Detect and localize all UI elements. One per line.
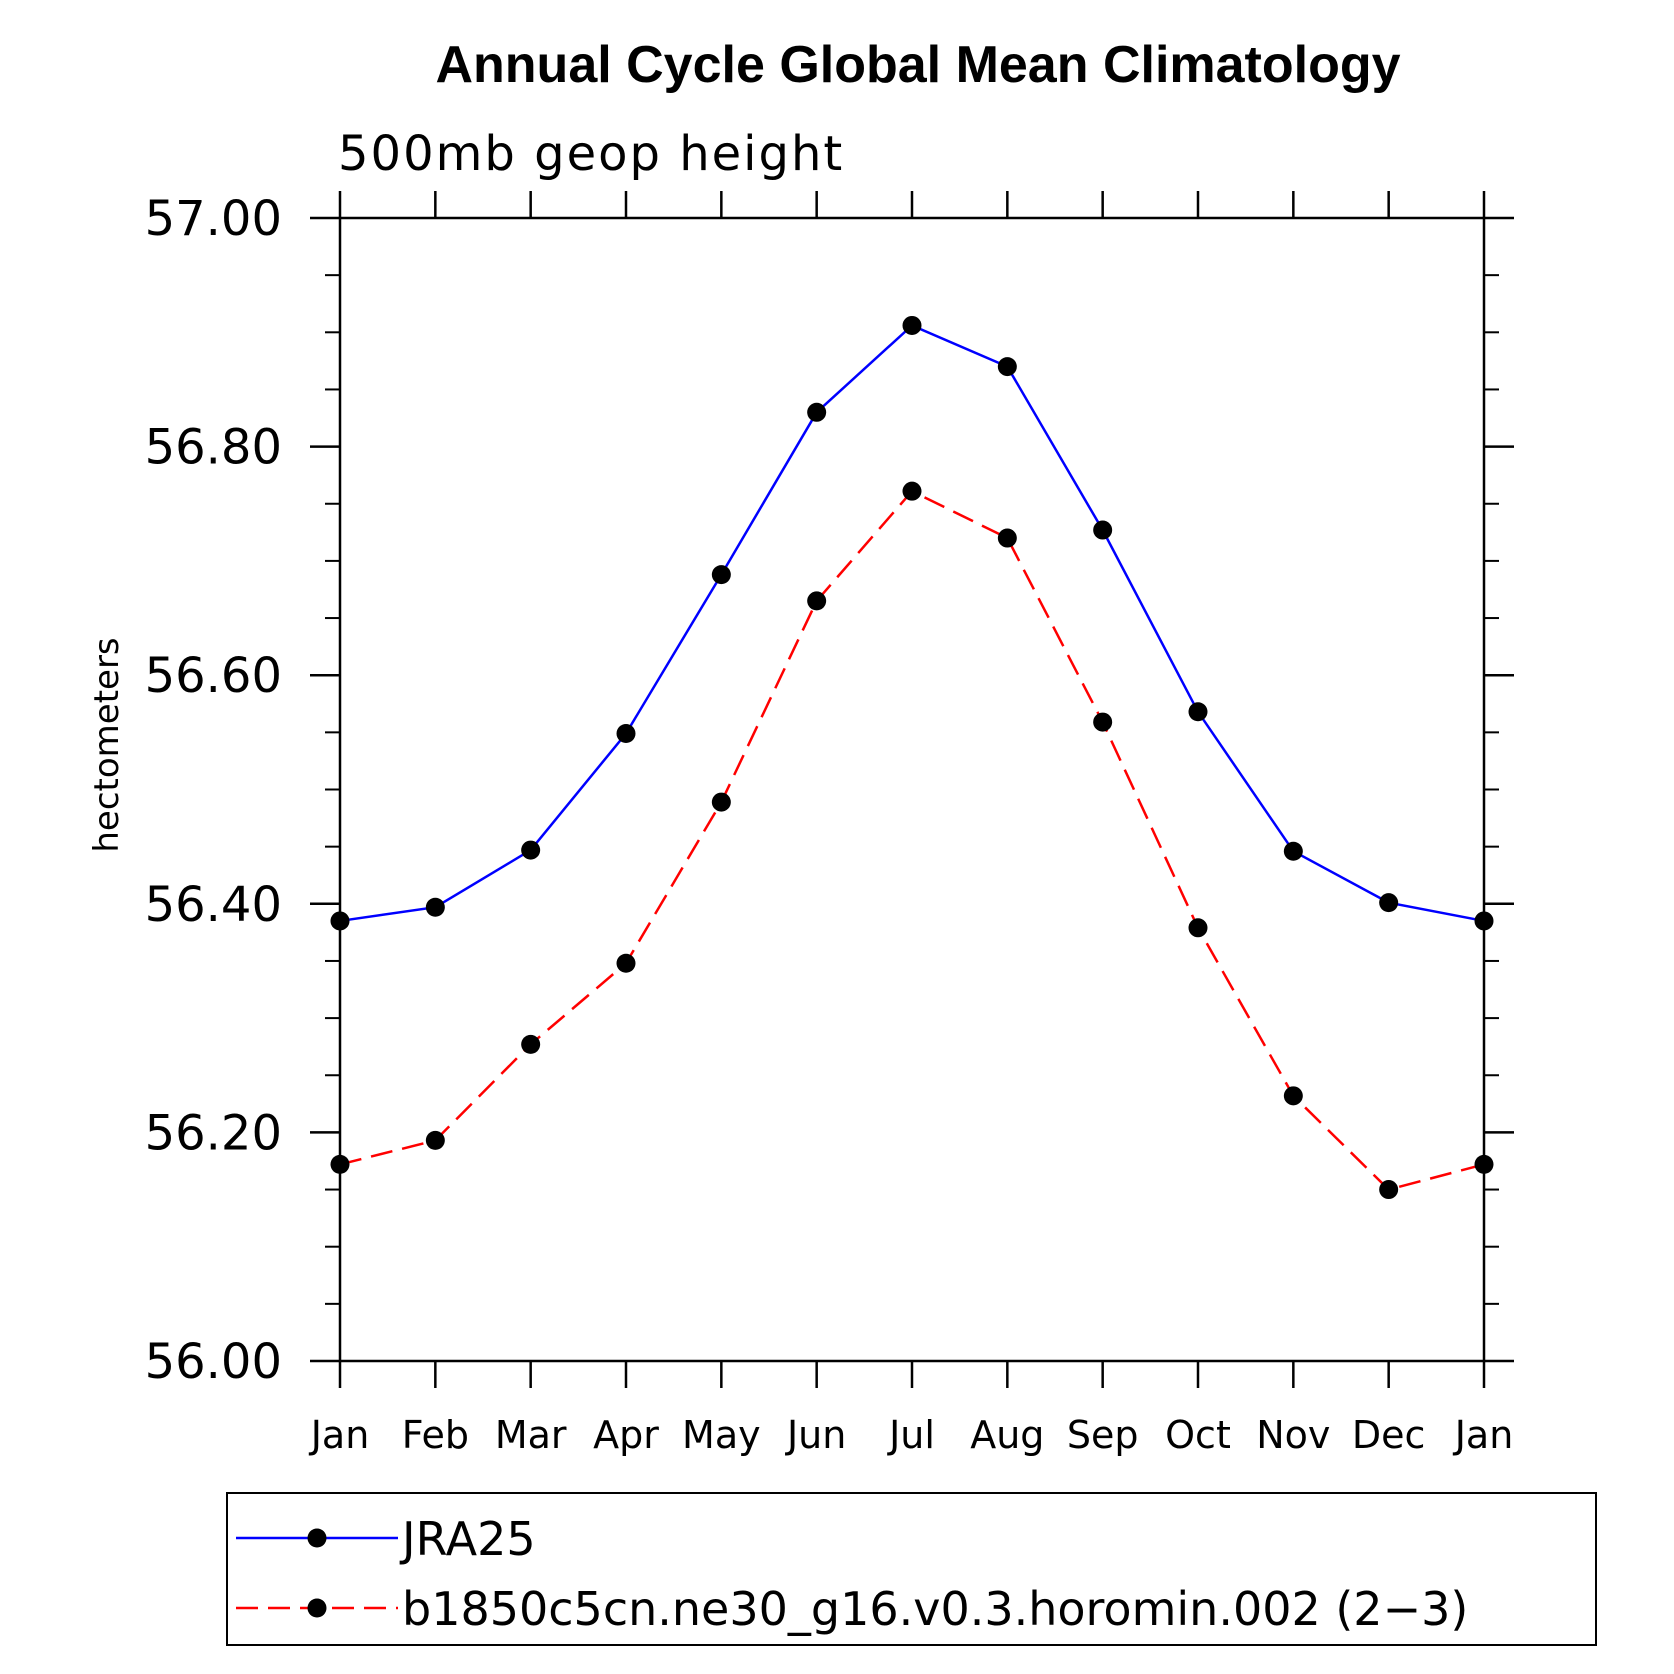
chart-subtitle: 500mb geop height <box>338 126 844 182</box>
x-tick-label: Feb <box>402 1413 469 1457</box>
series-0-point <box>1188 702 1208 722</box>
series-0-point <box>425 897 445 917</box>
series-1-point <box>1379 1180 1399 1200</box>
x-tick-label: Jan <box>1453 1413 1514 1457</box>
legend-label-0: JRA25 <box>399 1512 536 1566</box>
legend-label-1: b1850c5cn.ne30_g16.v0.3.horomin.002 (2−3… <box>402 1582 1468 1636</box>
legend-marker-0 <box>307 1528 327 1548</box>
series-0-point <box>902 315 922 335</box>
series-1-point <box>711 792 731 812</box>
series-1-point <box>1283 1086 1303 1106</box>
series-0-point <box>711 565 731 585</box>
series-0-point <box>997 357 1017 377</box>
series-1-point <box>902 481 922 501</box>
series-0-point <box>330 911 350 931</box>
y-tick-label: 56.40 <box>145 877 282 933</box>
series-line-0 <box>339 323 1485 923</box>
x-tick-label: Nov <box>1256 1413 1330 1457</box>
series-1-point <box>807 591 827 611</box>
series-line-1 <box>339 489 1485 1191</box>
legend: JRA25 b1850c5cn.ne30_g16.v0.3.horomin.002… <box>226 1492 1597 1646</box>
x-tick-label: Jun <box>785 1413 846 1457</box>
series-1-point <box>997 528 1017 548</box>
series-markers <box>330 315 1494 1200</box>
x-tick-label: Jul <box>887 1413 935 1457</box>
series-0-point <box>1379 893 1399 913</box>
series-0-point <box>616 723 636 743</box>
y-tick-label: 56.20 <box>145 1105 282 1161</box>
series-0-point <box>1093 520 1113 540</box>
series-0-point <box>807 402 827 422</box>
series-0-point <box>521 840 541 860</box>
series-lines <box>339 323 1485 1191</box>
y-axis-label: hectometers <box>87 637 127 852</box>
y-tick-label: 57.00 <box>145 191 282 247</box>
x-tick-label: Dec <box>1352 1413 1426 1457</box>
y-tick-label: 56.00 <box>145 1334 282 1390</box>
plot-frame <box>338 216 1486 1363</box>
series-1-point <box>425 1130 445 1150</box>
x-tick-label: Oct <box>1165 1413 1231 1457</box>
x-tick-label: Aug <box>970 1413 1044 1457</box>
x-tick-label: Apr <box>593 1413 659 1457</box>
x-tick-label: Jan <box>309 1413 370 1457</box>
series-1-point <box>1188 918 1208 938</box>
series-1-point <box>521 1034 541 1054</box>
y-tick-label: 56.80 <box>145 420 282 476</box>
series-1-point <box>616 953 636 973</box>
chart-title: Annual Cycle Global Mean Climatology <box>435 36 1400 94</box>
x-tick-label: Sep <box>1067 1413 1139 1457</box>
series-1-point <box>1093 712 1113 732</box>
y-tick-label: 56.60 <box>145 648 282 704</box>
plot-axes: Jan Feb Mar Apr May Jun Jul Aug Sep Oct Nov Dec Jan 5… <box>145 191 1514 1457</box>
legend-marker-1 <box>307 1598 327 1618</box>
legend-box <box>226 1492 1597 1646</box>
x-tick-label: Mar <box>495 1413 567 1457</box>
x-tick-label: May <box>682 1413 761 1457</box>
series-1-point <box>330 1154 350 1174</box>
series-1-point <box>1474 1154 1494 1174</box>
series-0-point <box>1283 841 1303 861</box>
series-0-point <box>1474 911 1494 931</box>
